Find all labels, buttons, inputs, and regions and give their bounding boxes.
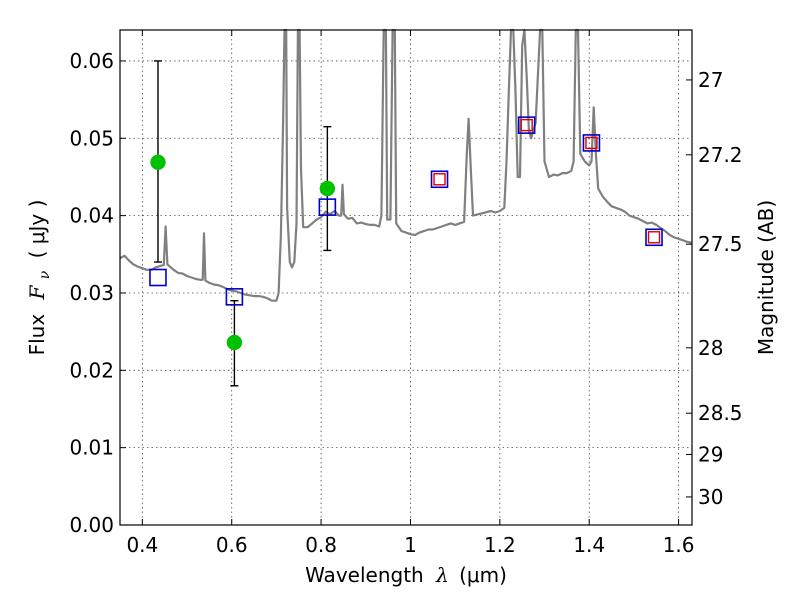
error-bars [153,60,332,387]
x-tick-label: 1 [404,533,417,557]
y2-tick-label: 28 [698,336,723,360]
x-axis-label: Wavelength λ (μm) [305,563,507,587]
x-tick-label: 1.4 [573,533,605,557]
observed-photometry [150,154,336,351]
model-point-inner [520,118,533,132]
y2-tick-label: 30 [698,485,723,509]
model-point [430,170,449,189]
y-tick-label: 0.01 [69,436,114,460]
model-point-inner [585,136,598,150]
model-point-inner [433,173,446,186]
x-tick-label: 1.6 [663,533,695,557]
y-axis-label: Flux F ν ( μJy ) [25,200,54,356]
model-point [149,268,167,287]
grid-lines [120,30,692,525]
y-tick-label: 0.02 [69,358,114,382]
x-tick-label: 0.4 [126,533,158,557]
y2-tick-label: 27 [698,68,723,92]
y2-tick-label: 27.5 [698,232,743,256]
plot-frame [119,29,693,526]
model-point [517,116,536,134]
y-tick-label: 0.06 [69,49,114,73]
x-tick-label: 0.6 [216,533,248,557]
observed-point [319,180,336,197]
model-point-inner [647,231,661,244]
spectrum-line [119,28,693,302]
y2-axis-label: Magnitude (AB) [754,200,778,355]
observed-point [226,334,243,351]
model-point [318,198,337,216]
x-tick-label: 0.8 [305,533,337,557]
y-tick-label: 0.04 [69,204,114,228]
model-photometry [149,116,663,306]
model-spectrum [119,28,693,302]
y-tick-label: 0.05 [69,126,114,150]
y2-tick-label: 29 [698,442,723,466]
model-point [645,228,663,247]
model-point [225,288,244,306]
observed-point [150,154,166,171]
axis-ticks: 0.4 0.6 0.8 1 1.2 1.4 1.6 0.00 0.01 0.02 0.03 0.04 0… [69,30,743,557]
y-tick-label: 0.03 [69,281,114,305]
x-tick-label: 1.2 [484,533,516,557]
y-tick-label: 0.00 [69,513,114,537]
y2-tick-label: 28.5 [698,401,743,425]
y2-tick-label: 27.2 [698,143,743,167]
model-point [582,134,601,152]
